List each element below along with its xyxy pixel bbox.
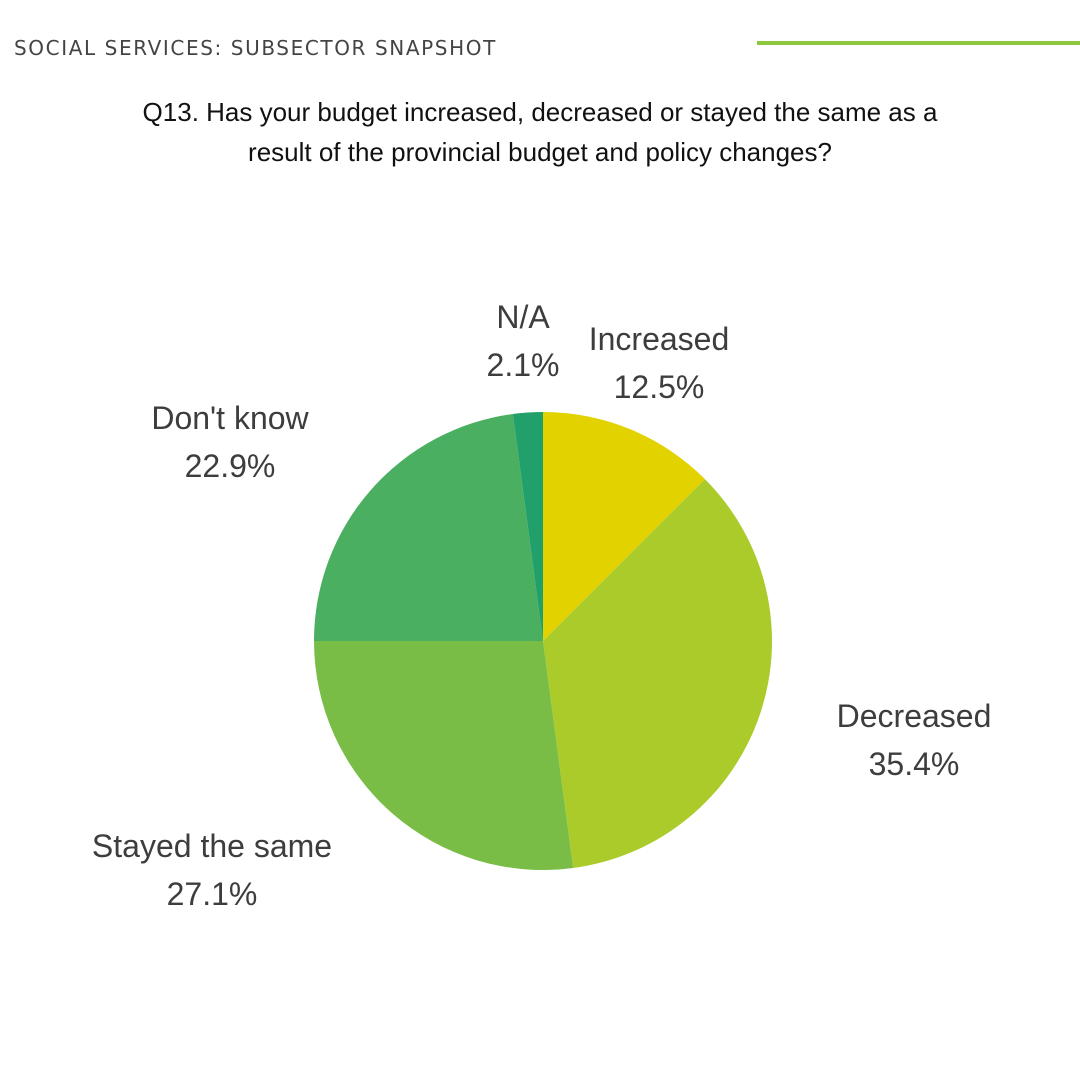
header-accent-rule bbox=[757, 41, 1080, 45]
pie-slice-n-a bbox=[512, 412, 543, 641]
pie-slice-stayed-the-same bbox=[314, 641, 574, 870]
pie-slice-increased bbox=[543, 412, 705, 641]
slice-value-label: 27.1% bbox=[167, 876, 258, 912]
slice-value-label: 12.5% bbox=[614, 369, 705, 405]
page-header-label: SOCIAL SERVICES: SUBSECTOR SNAPSHOT bbox=[14, 36, 497, 60]
pie-slice-don-t-know bbox=[314, 413, 543, 641]
slice-label: Don't know bbox=[151, 400, 309, 436]
pie-slices bbox=[314, 412, 772, 870]
question-line-2: result of the provincial budget and poli… bbox=[248, 137, 832, 167]
question-text: Q13. Has your budget increased, decrease… bbox=[90, 92, 990, 172]
pie-labels: Increased 12.5% Decreased 35.4% Stayed the s… bbox=[92, 299, 991, 912]
slice-value-label: 22.9% bbox=[185, 448, 276, 484]
slice-label: Increased bbox=[589, 321, 730, 357]
slice-label: Decreased bbox=[837, 698, 992, 734]
pie-slice-decreased bbox=[543, 479, 772, 869]
slice-value-label: 2.1% bbox=[487, 347, 560, 383]
slice-label: N/A bbox=[496, 299, 550, 335]
slice-value-label: 35.4% bbox=[869, 746, 960, 782]
slice-label: Stayed the same bbox=[92, 828, 332, 864]
question-line-1: Q13. Has your budget increased, decrease… bbox=[142, 97, 938, 127]
